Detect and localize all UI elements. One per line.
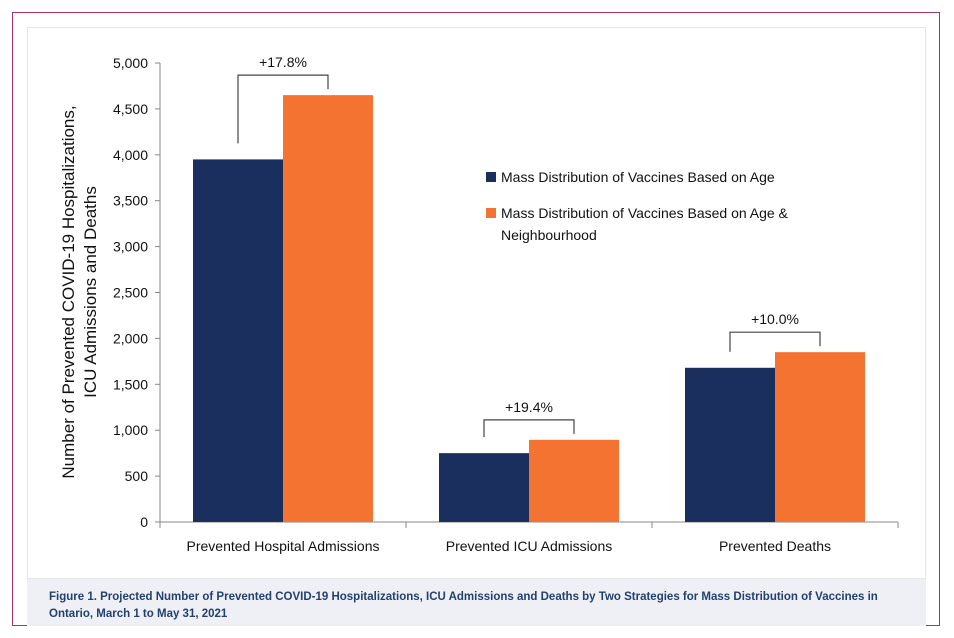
y-axis-title-line-1: Number of Prevented COVID-19 Hospitaliza… (59, 105, 78, 478)
legend-label: Mass Distribution of Vaccines Based on A… (501, 205, 789, 221)
y-tick-label: 2,000 (113, 330, 148, 346)
x-category-label: Prevented Deaths (719, 538, 831, 554)
bar-age (685, 367, 775, 522)
increase-bracket (729, 331, 821, 352)
bar-age-neighbourhood (283, 95, 373, 522)
increase-bracket (237, 74, 329, 144)
bar-age-neighbourhood (775, 352, 865, 522)
legend-swatch (486, 172, 496, 182)
y-tick-label: 4,500 (113, 101, 148, 117)
y-tick-label: 4,000 (113, 147, 148, 163)
legend-swatch (486, 208, 496, 218)
y-tick-label: 1,500 (113, 376, 148, 392)
increase-label: +10.0% (751, 311, 799, 327)
y-axis-title-line-2: ICU Admissions and Deaths (81, 186, 100, 398)
legend-label: Mass Distribution of Vaccines Based on A… (501, 169, 775, 185)
x-category-label: Prevented ICU Admissions (446, 538, 613, 554)
y-tick-label: 500 (125, 468, 149, 484)
figure-caption: Figure 1. Projected Number of Prevented … (49, 591, 878, 620)
bar-age (439, 453, 529, 522)
y-tick-label: 2,500 (113, 285, 148, 301)
x-category-label: Prevented Hospital Admissions (187, 538, 380, 554)
y-tick-label: 1,000 (113, 422, 148, 438)
y-tick-label: 5,000 (113, 55, 148, 71)
increase-label: +17.8% (259, 54, 307, 70)
y-tick-label: 0 (140, 514, 148, 530)
increase-label: +19.4% (505, 399, 553, 415)
legend-label: Neighbourhood (501, 227, 597, 243)
bar-age (193, 159, 283, 522)
bar-age-neighbourhood (529, 439, 619, 522)
increase-bracket (483, 419, 575, 438)
caption-box: Figure 1. Projected Number of Prevented … (27, 579, 926, 626)
y-tick-label: 3,500 (113, 193, 148, 209)
y-tick-label: 3,000 (113, 239, 148, 255)
bar-chart: 0 500 1,000 1,500 2,000 2,500 3,000 3,500 4,000 4… (59, 54, 899, 554)
